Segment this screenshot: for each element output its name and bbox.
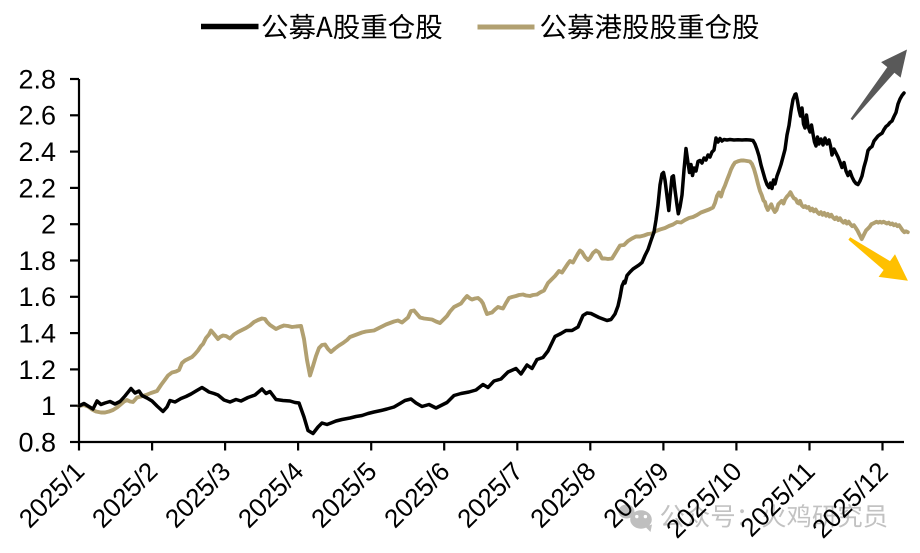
- svg-text:0.8: 0.8: [18, 427, 56, 457]
- svg-text:1.6: 1.6: [18, 282, 56, 312]
- svg-text:2.6: 2.6: [18, 101, 56, 131]
- svg-text:1.8: 1.8: [18, 246, 56, 276]
- svg-text:2.8: 2.8: [18, 64, 56, 94]
- svg-text:2.4: 2.4: [18, 137, 56, 167]
- svg-text:2: 2: [41, 210, 56, 240]
- svg-text:1.2: 1.2: [18, 355, 56, 385]
- svg-text:1: 1: [41, 391, 56, 421]
- svg-text:1.4: 1.4: [18, 319, 56, 349]
- svg-text:2.2: 2.2: [18, 173, 56, 203]
